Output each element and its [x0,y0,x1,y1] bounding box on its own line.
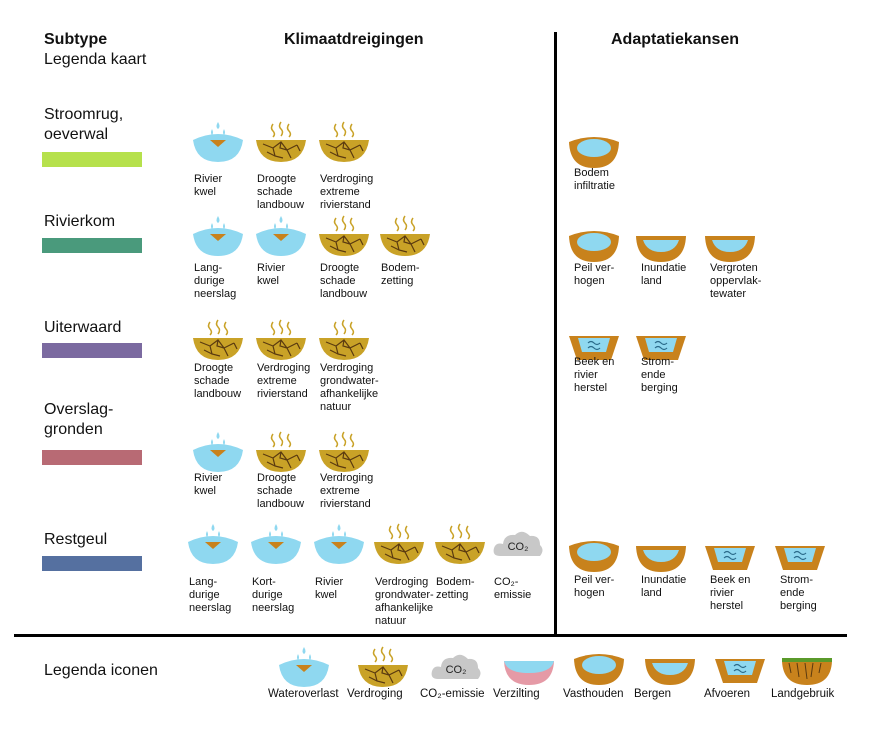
header-adaptations: Adaptatiekansen [611,31,740,48]
legend-label: Wateroverlast [268,688,339,700]
svg-text:CO₂: CO₂ [446,664,467,676]
adaptation-caption: Strom- ende berging [641,356,678,394]
threat-caption: Droogte schade landbouw [194,362,242,400]
threat-caption: Bodem- zetting [381,262,420,287]
legend-title: Legenda iconen [44,662,158,679]
legend-label: Afvoeren [704,688,751,700]
adaptation-caption: Inundatie land [641,262,687,287]
co2-icon: CO₂ [490,520,546,569]
bergen-icon [702,220,758,269]
legend-swatch [42,450,142,465]
legend-swatch [42,238,142,253]
bergen-icon [633,220,689,269]
bergen-icon [633,530,689,579]
adaptation-caption: Beek en rivier herstel [710,574,751,612]
co2-icon: CO₂ [428,643,484,692]
svg-text:CO₂: CO₂ [508,541,529,553]
verdroging-icon [316,428,372,477]
afvoeren-icon [566,320,622,369]
header-legend-map: Legenda kaart [44,51,147,68]
verdroging-icon [355,643,411,692]
row-label: Rivierkom [44,213,116,230]
vasthouden-icon [566,530,622,579]
vasthouden-icon [571,643,627,692]
threat-caption: Rivier kwel [315,576,344,601]
column-divider [554,32,557,636]
wateroverlast-icon [190,428,246,477]
afvoeren-icon [772,530,828,579]
wateroverlast-icon [185,520,241,569]
threat-caption: Rivier kwel [194,472,223,497]
verdroging-icon [377,212,433,261]
verdroging-icon [316,316,372,365]
adaptation-caption: Peil ver- hogen [574,262,615,287]
legend-swatch [42,343,142,358]
legend-label: Verdroging [347,688,403,700]
threat-caption: Kort- durige neerslag [252,576,295,614]
threat-caption: Verdroging extreme rivierstand [320,173,374,211]
threat-caption: Lang- durige neerslag [194,262,237,300]
legend-divider [14,634,847,637]
adaptation-caption: Strom- ende berging [780,574,817,612]
verdroging-icon [253,118,309,167]
verdroging-icon [371,520,427,569]
adaptation-caption: Vergroten oppervlak- tewater [710,262,762,300]
verdroging-icon [316,212,372,261]
legend-swatch [42,152,142,167]
threat-caption: Verdroging extreme rivierstand [320,472,374,510]
verdroging-icon [253,428,309,477]
row-label: Stroomrug, oeverwal [44,106,124,143]
adaptation-caption: Inundatie land [641,574,687,599]
threat-caption: Droogte schade landbouw [320,262,368,300]
adaptation-caption: Beek en rivier herstel [574,356,615,394]
afvoeren-icon [712,643,768,692]
wateroverlast-icon [276,643,332,692]
landgebruik-icon [779,643,835,692]
threat-caption: Bodem- zetting [436,576,475,601]
bergen-icon [642,643,698,692]
row-label: Uiterwaard [44,319,122,336]
afvoeren-icon [633,320,689,369]
threat-caption: Droogte schade landbouw [257,472,305,510]
header-threats: Klimaatdreigingen [284,31,424,48]
afvoeren-icon [702,530,758,579]
adaptation-caption: Bodem infiltratie [574,167,615,192]
adaptation-caption: Peil ver- hogen [574,574,615,599]
legend-label: Landgebruik [771,688,835,700]
wateroverlast-icon [190,212,246,261]
verdroging-icon [190,316,246,365]
threat-caption: Rivier kwel [194,173,223,198]
threat-caption: Verdroging grondwater- afhankelijke natu… [375,576,434,627]
row-label: Overslag- gronden [44,401,114,438]
threat-caption: Rivier kwel [257,262,286,287]
threat-caption: CO₂- emissie [494,576,532,601]
header-subtype: Subtype [44,31,108,48]
wateroverlast-icon [311,520,367,569]
legend-label: CO₂-emissie [420,688,485,700]
verdroging-icon [316,118,372,167]
vasthouden-icon [566,126,622,175]
threat-caption: Lang- durige neerslag [189,576,232,614]
vasthouden-icon [566,220,622,269]
verzilting-icon [501,643,557,692]
legend-swatch [42,556,142,571]
legend-label: Vasthouden [563,688,624,700]
wateroverlast-icon [253,212,309,261]
verdroging-icon [253,316,309,365]
threat-caption: Droogte schade landbouw [257,173,305,211]
verdroging-icon [432,520,488,569]
legend-label: Bergen [634,688,672,700]
wateroverlast-icon [190,118,246,167]
row-label: Restgeul [44,531,108,548]
threat-caption: Verdroging grondwater- afhankelijke natu… [320,362,379,413]
legend-label: Verzilting [493,688,540,700]
threat-caption: Verdroging extreme rivierstand [257,362,311,400]
wateroverlast-icon [248,520,304,569]
